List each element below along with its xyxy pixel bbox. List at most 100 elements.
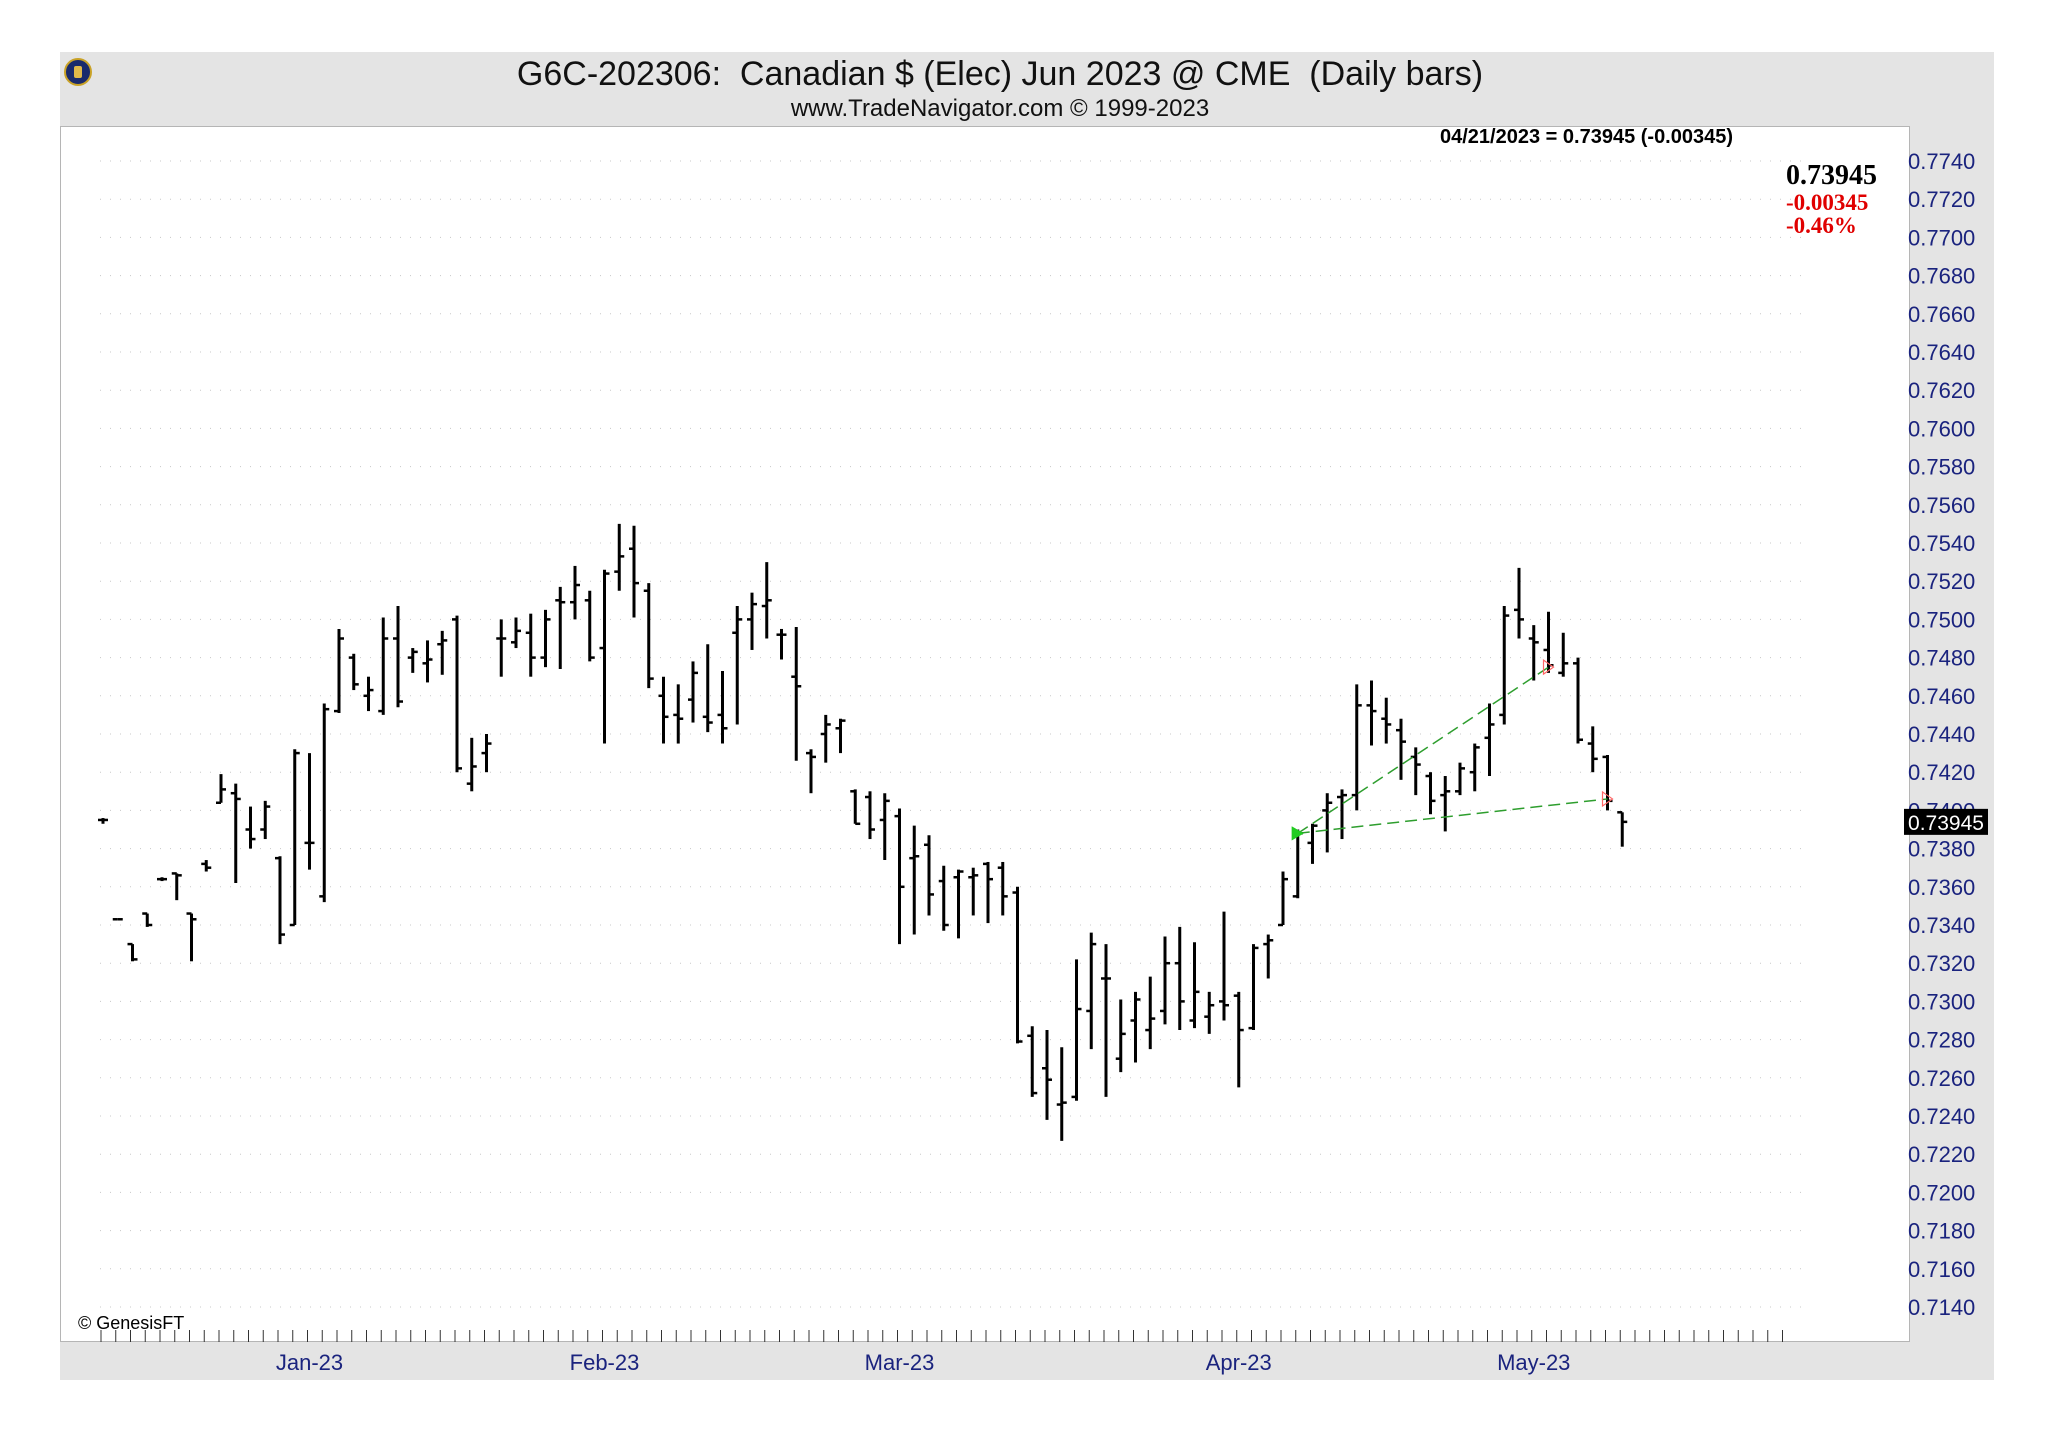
y-tick-label: 0.7560 [1908,493,1975,518]
y-tick-label: 0.7740 [1908,149,1975,174]
ohlc-bar [1071,959,1082,1101]
ohlc-bar [717,670,728,744]
y-tick-label: 0.7640 [1908,340,1975,365]
y-tick-label: 0.7660 [1908,302,1975,327]
ohlc-bar [171,872,182,901]
ohlc-bar [127,942,138,962]
ohlc-bar [511,617,521,649]
ohlc-bar [570,565,580,620]
ohlc-bar [201,860,212,872]
ohlc-bar [953,869,964,939]
y-tick-label: 0.7260 [1908,1066,1975,1091]
y-tick-label: 0.7340 [1908,913,1975,938]
ohlc-bar [924,835,934,916]
ohlc-bar [1499,606,1510,725]
ohlc-bar [1528,625,1539,681]
ohlc-bar [732,606,743,725]
ohlc-bar [629,525,639,618]
ohlc-bar [393,606,403,708]
ohlc-bar [348,653,359,691]
ohlc-bar [894,808,905,945]
x-tick-label: Feb-23 [570,1350,640,1375]
ohlc-bar [1160,936,1170,1025]
last-price: 0.73945 [1786,160,1877,191]
ohlc-bar [289,749,300,927]
ohlc-bar [791,627,802,761]
ohlc-bar [260,800,271,840]
ohlc-bar [938,865,949,931]
ohlc-bar [1484,703,1495,777]
ohlc-bar [1307,823,1318,864]
y-tick-label: 0.7700 [1908,225,1975,250]
ohlc-bar [275,856,285,945]
y-tick-label: 0.7440 [1908,722,1975,747]
ohlc-bar [1351,684,1362,811]
copyright-label: © GenesisFT [78,1313,185,1333]
ohlc-bar [216,774,226,805]
price-change: -0.00345 [1786,190,1869,215]
ohlc-bar [1130,991,1141,1063]
ohlc-bar [1115,999,1126,1073]
ohlc-bar [1514,567,1524,639]
ohlc-bar [584,590,595,662]
y-tick-label: 0.7540 [1908,531,1975,556]
ohlc-bar [599,569,610,744]
cursor-readout: 04/21/2023 = 0.73945 (-0.00345) [1440,126,1734,148]
y-tick-label: 0.7600 [1908,416,1975,441]
ohlc-bar [1086,932,1097,1050]
x-tick-label: Mar-23 [865,1350,935,1375]
ohlc-bar [525,613,536,677]
ohlc-bar [761,562,772,639]
ohlc-bar [1337,789,1347,840]
ohlc-bar [643,583,654,689]
y-tick-label: 0.7160 [1908,1257,1975,1282]
ohlc-bar [820,714,831,763]
ohlc-bar [835,718,846,754]
ohlc-bar [1189,942,1200,1029]
y-tick-label: 0.7380 [1908,837,1975,862]
ohlc-bar [1204,991,1215,1034]
ohlc-bar [1322,793,1333,853]
ohlc-bar [702,644,713,733]
ohlc-bar [983,861,993,924]
y-tick-label: 0.7220 [1908,1142,1975,1167]
ohlc-bar [1219,911,1229,1021]
ohlc-bar [1278,871,1288,927]
ohlc-bar [378,617,389,715]
ohlc-bar [540,609,551,668]
trade-navigator-logo-icon[interactable] [64,58,92,86]
ohlc-bar [1366,680,1377,746]
ohlc-bar [673,684,684,744]
ohlc-bar [157,877,167,882]
ohlc-bar [1233,991,1244,1088]
ohlc-bar [98,818,108,824]
ohlc-bar [496,619,507,677]
ohlc-bar [806,749,816,794]
ohlc-bar [1455,762,1465,796]
trendline-start-marker [1291,826,1304,841]
ohlc-bar [1292,829,1303,899]
last-value-flag-label: 0.73945 [1908,812,1984,835]
ohlc-bar [865,791,875,840]
x-tick-label: Jan-23 [276,1350,343,1375]
y-tick-label: 0.7620 [1908,378,1975,403]
ohlc-bar [1573,657,1583,744]
ohlc-bar [997,861,1008,916]
ohlc-bar [304,753,315,870]
ohlc-bar [879,793,890,861]
ohlc-bar [142,912,153,927]
ohlc-bar [407,648,418,673]
ohlc-bar [909,825,920,935]
ohlc-bar [688,661,698,723]
y-tick-label: 0.7360 [1908,875,1975,900]
trendline-end-marker [1542,658,1555,676]
trendline [1297,666,1549,834]
y-tick-label: 0.7320 [1908,951,1975,976]
ohlc-bar [1012,886,1023,1044]
y-tick-label: 0.7720 [1908,187,1975,212]
ohlc-bar [1101,944,1111,1097]
last-value-flag [1904,808,1988,835]
plot-area[interactable] [60,126,1910,1342]
y-tick-label: 0.7280 [1908,1028,1975,1053]
